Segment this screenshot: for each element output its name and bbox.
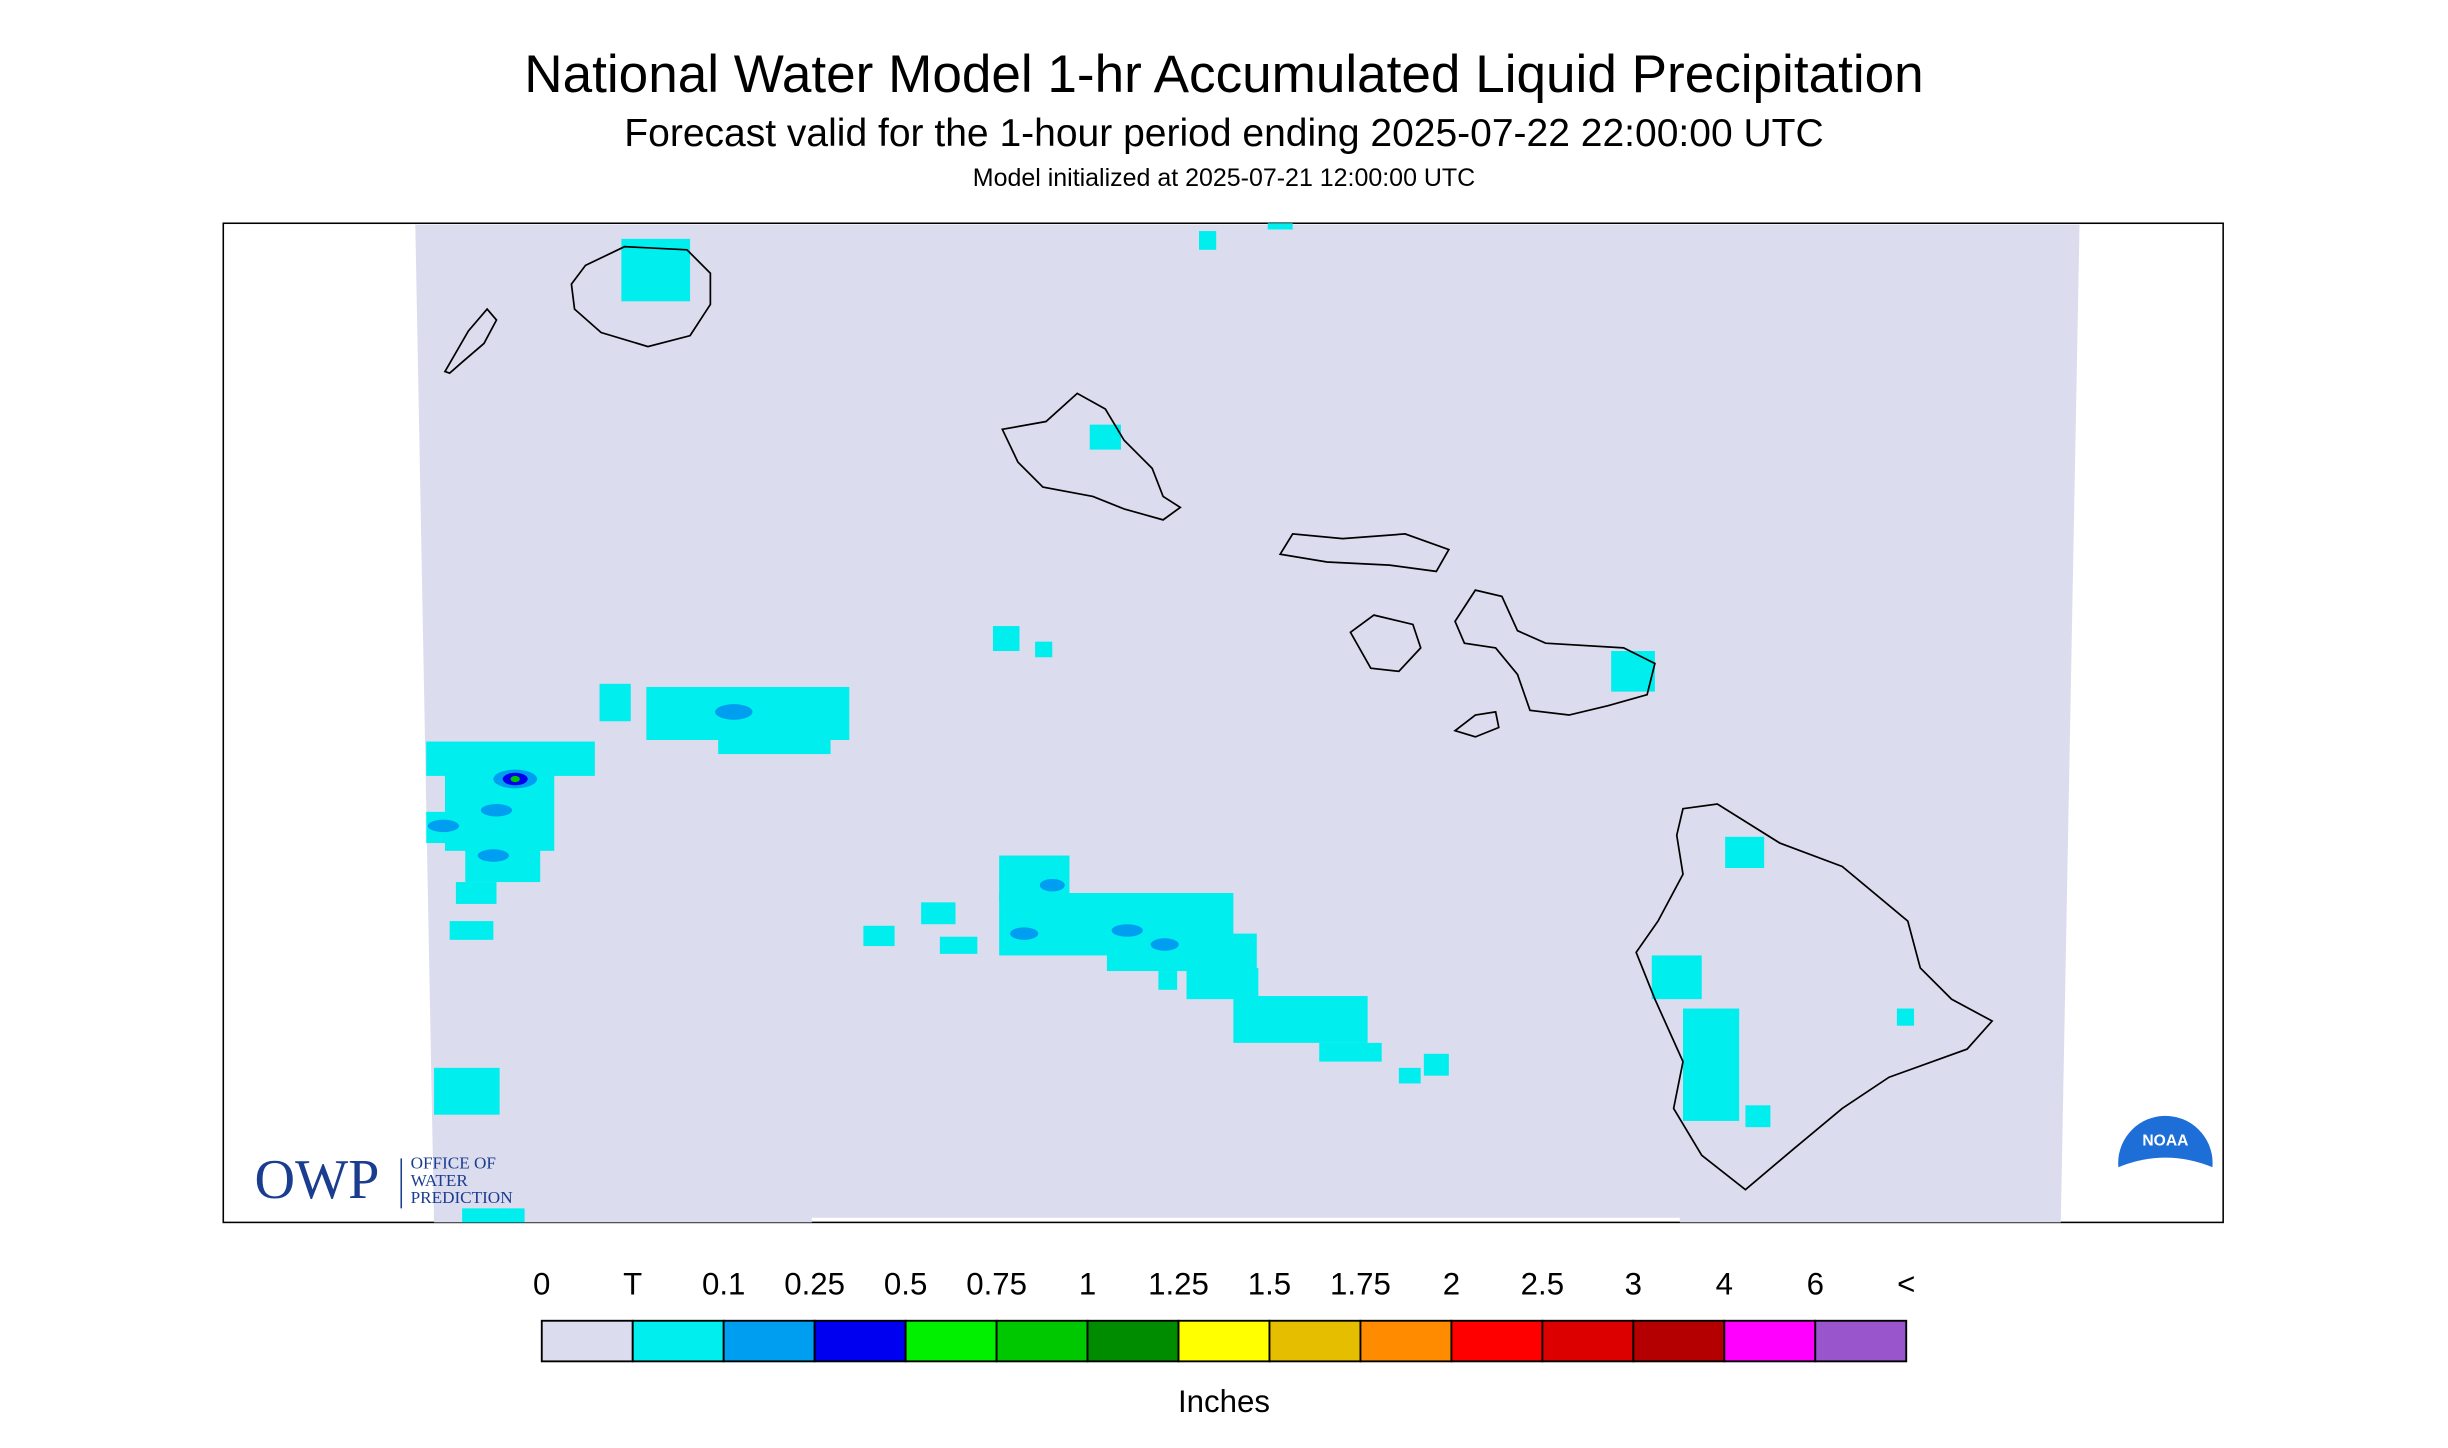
legend-swatch <box>631 1319 725 1363</box>
legend-swatch <box>1268 1319 1362 1363</box>
legend-swatch <box>722 1319 816 1363</box>
island-outlines <box>443 245 1994 1191</box>
legend-swatch <box>540 1319 634 1363</box>
legend-label: T <box>623 1267 642 1302</box>
owp-line: OFFICE OF <box>411 1154 496 1173</box>
title: National Water Model 1-hr Accumulated Li… <box>524 45 1923 104</box>
owp-logo: OWP OFFICE OF WATER PREDICTION <box>255 1149 513 1211</box>
legend-swatch <box>995 1319 1089 1363</box>
map: OWP OFFICE OF WATER PREDICTION NOAA <box>222 222 2224 1224</box>
legend-label: 1.75 <box>1330 1267 1391 1302</box>
init-time: Model initialized at 2025-07-21 12:00:00… <box>973 164 1475 192</box>
legend-swatch <box>1450 1319 1544 1363</box>
legend-label: 0.75 <box>966 1267 1027 1302</box>
legend-label: 0.5 <box>884 1267 927 1302</box>
legend-label: 1.25 <box>1148 1267 1209 1302</box>
legend-label: 3 <box>1625 1267 1642 1302</box>
subtitle: Forecast valid for the 1-hour period end… <box>624 112 1823 155</box>
legend-label: 6 <box>1807 1267 1824 1302</box>
legend-swatch <box>1723 1319 1817 1363</box>
noaa-text: NOAA <box>2142 1132 2188 1149</box>
legend-label: 1.5 <box>1248 1267 1291 1302</box>
legend-swatch <box>1086 1319 1180 1363</box>
legend: Inches 0 T 0.1 0.25 0.5 0.75 1 1.25 1.5 1.75 2 2.5 3… <box>533 1267 1915 1419</box>
legend-units: Inches <box>1178 1384 1270 1419</box>
owp-line: WATER <box>411 1171 469 1190</box>
legend-label: 2.5 <box>1521 1267 1564 1302</box>
precip-areas <box>426 223 1915 1223</box>
legend-label: 0 <box>533 1267 550 1302</box>
legend-swatch <box>1541 1319 1635 1363</box>
noaa-logo: NOAA <box>2115 1113 2215 1217</box>
legend-swatch <box>1814 1319 1908 1363</box>
legend-swatch <box>1632 1319 1726 1363</box>
legend-swatch <box>813 1319 907 1363</box>
legend-label: 4 <box>1716 1267 1733 1302</box>
legend-label: 0.1 <box>702 1267 745 1302</box>
legend-label: < <box>1897 1267 1915 1302</box>
legend-swatch <box>904 1319 998 1363</box>
legend-swatch <box>1359 1319 1453 1363</box>
legend-label: 0.25 <box>784 1267 845 1302</box>
owp-line: PREDICTION <box>411 1188 513 1207</box>
legend-swatch <box>1177 1319 1271 1363</box>
legend-label: 2 <box>1443 1267 1460 1302</box>
owp-logo-text: OWP <box>255 1149 380 1211</box>
legend-label: 1 <box>1079 1267 1096 1302</box>
